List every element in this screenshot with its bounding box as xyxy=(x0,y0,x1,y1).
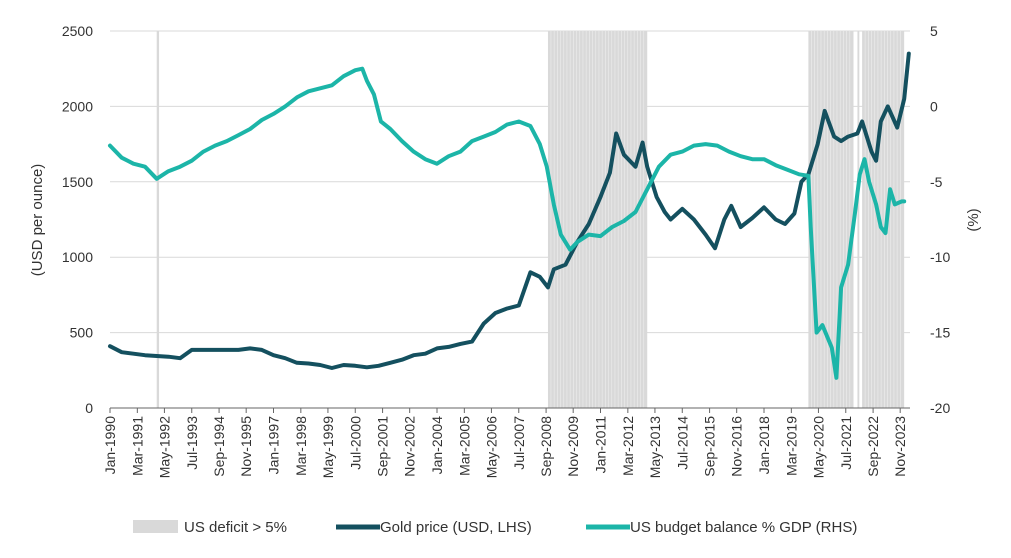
x-tick-label: Nov-1995 xyxy=(238,416,254,477)
x-tick-label: May-2020 xyxy=(810,416,826,478)
legend: US deficit > 5% Gold price (USD, LHS) US… xyxy=(133,519,857,536)
legend-label-gold: Gold price (USD, LHS) xyxy=(380,519,532,536)
x-tick-label: May-2006 xyxy=(483,416,499,478)
x-tick-label: May-1999 xyxy=(320,416,336,478)
x-tick-label: Sep-1994 xyxy=(211,416,227,477)
x-tick-label: Sep-2022 xyxy=(865,416,881,477)
x-tick-label: Mar-2019 xyxy=(783,416,799,476)
left-tick-label: 2000 xyxy=(62,98,93,114)
x-tick-label: May-1992 xyxy=(156,416,172,478)
x-tick-label: Nov-2016 xyxy=(729,416,745,477)
x-tick-label: Jul-1993 xyxy=(184,416,200,470)
left-axis-ticks: 0 500 1000 1500 2000 2500 xyxy=(62,23,93,416)
right-axis-ticks: -20 -15 -10 -5 0 5 xyxy=(930,23,950,416)
x-tick-label: Jan-2004 xyxy=(429,416,445,475)
x-tick-label: Jul-2021 xyxy=(838,416,854,470)
deficit-shading xyxy=(156,31,905,408)
right-tick-label: -15 xyxy=(930,325,950,341)
x-tick-label: Jul-2000 xyxy=(347,416,363,470)
right-tick-label: 5 xyxy=(930,23,938,39)
left-tick-label: 500 xyxy=(70,325,94,341)
right-tick-label: 0 xyxy=(930,98,938,114)
deficit-period xyxy=(156,31,160,408)
x-tick-label: Mar-1998 xyxy=(293,416,309,476)
x-tick-label: Jan-2018 xyxy=(756,416,772,475)
legend-swatch-deficit xyxy=(133,520,178,533)
left-tick-label: 2500 xyxy=(62,23,93,39)
legend-label-budget: US budget balance % GDP (RHS) xyxy=(630,519,857,536)
x-tick-label: Mar-1991 xyxy=(129,416,145,476)
x-tick-label: Mar-2012 xyxy=(620,416,636,476)
budget-balance-line xyxy=(108,66,907,380)
x-tick-label: Sep-2001 xyxy=(375,416,391,477)
x-tick-label: Jan-1997 xyxy=(266,416,282,475)
left-tick-label: 1500 xyxy=(62,174,93,190)
right-axis-title: (%) xyxy=(965,208,982,231)
x-axis-ticks: Jan-1990 Mar-1991 May-1992 Jul-1993 Sep-1994… xyxy=(102,408,908,478)
x-tick-label: Mar-2005 xyxy=(456,416,472,476)
x-tick-label: Nov-2023 xyxy=(892,416,908,477)
series-lines xyxy=(108,51,911,380)
x-tick-label: Nov-2002 xyxy=(402,416,418,477)
right-tick-label: -5 xyxy=(930,174,943,190)
x-tick-label: Jan-1990 xyxy=(102,416,118,475)
left-tick-label: 0 xyxy=(85,400,93,416)
legend-label-deficit: US deficit > 5% xyxy=(184,519,287,536)
x-tick-label: Jan-2011 xyxy=(593,416,609,474)
deficit-period xyxy=(857,31,860,408)
gridlines xyxy=(110,30,910,334)
left-tick-label: 1000 xyxy=(62,249,93,265)
right-tick-label: -20 xyxy=(930,400,950,416)
right-tick-label: -10 xyxy=(930,249,950,265)
gold-price-line xyxy=(108,51,911,370)
x-tick-label: Sep-2008 xyxy=(538,416,554,477)
x-tick-label: Nov-2009 xyxy=(565,416,581,477)
x-tick-label: Sep-2015 xyxy=(702,416,718,477)
x-tick-label: Jul-2014 xyxy=(674,416,690,470)
x-tick-label: Jul-2007 xyxy=(511,416,527,470)
x-tick-label: May-2013 xyxy=(647,416,663,478)
left-axis-title: (USD per ounce) xyxy=(29,164,46,277)
deficit-period xyxy=(547,31,648,408)
